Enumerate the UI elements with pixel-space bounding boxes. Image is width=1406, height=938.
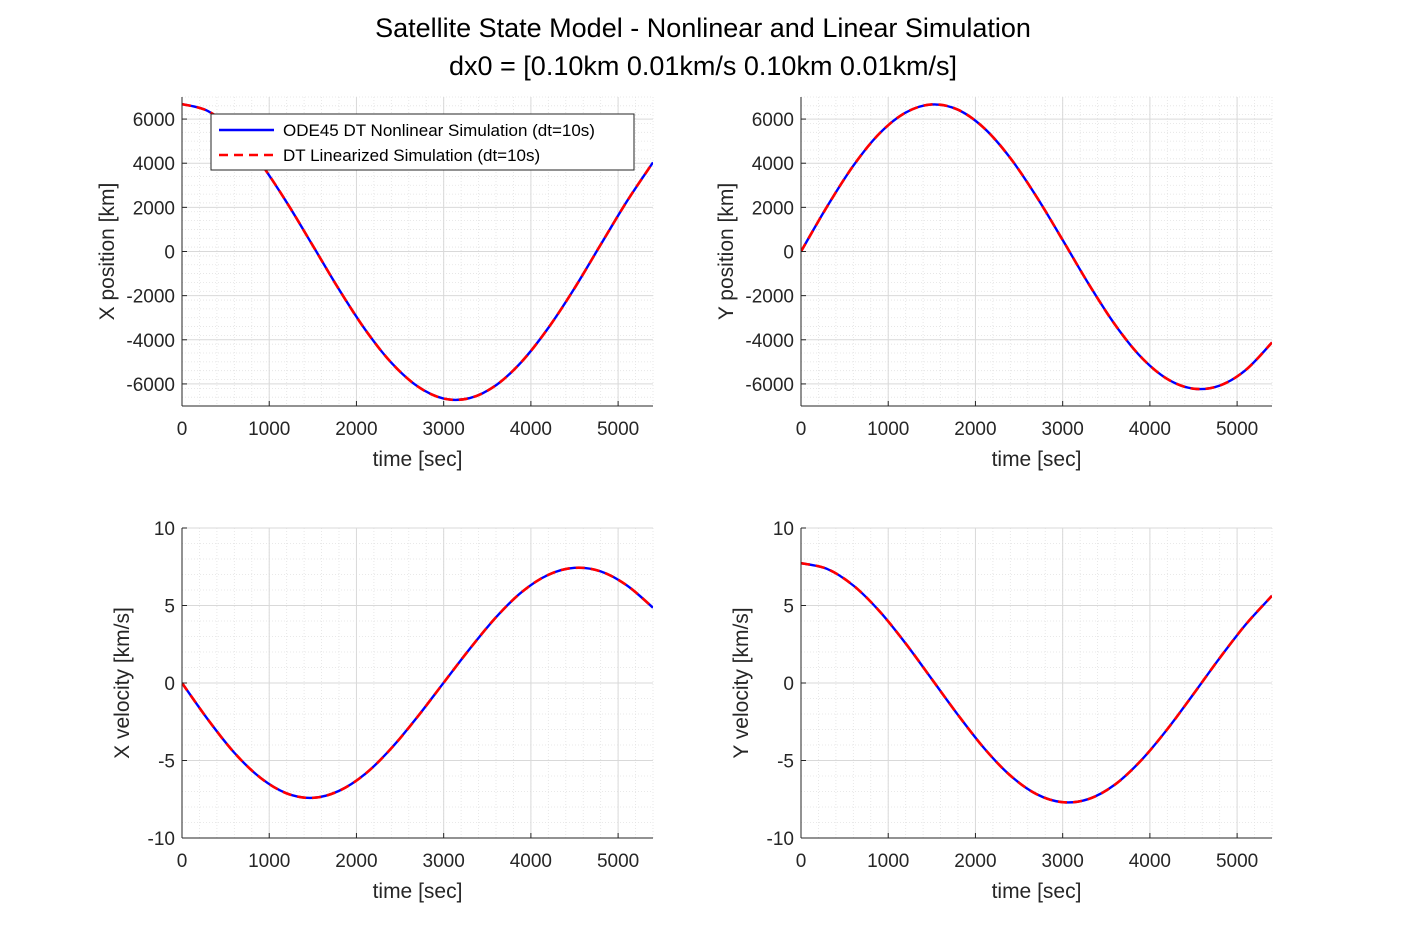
y-tick-label: 10 bbox=[154, 519, 175, 540]
y-axis-label: Y velocity [km/s] bbox=[730, 607, 753, 758]
y-axis-label: Y position [km] bbox=[715, 183, 738, 320]
y-tick-label: 2000 bbox=[752, 198, 794, 219]
y-tick-label: 10 bbox=[773, 519, 794, 540]
linearized-series-line bbox=[801, 561, 1272, 804]
y-tick-label: 4000 bbox=[752, 154, 794, 175]
x-axis-label: time [sec] bbox=[373, 880, 463, 903]
x-tick-label: 2000 bbox=[954, 419, 996, 440]
x-tick-label: 4000 bbox=[510, 419, 552, 440]
y-tick-label: 6000 bbox=[133, 110, 175, 131]
x-tick-label: 2000 bbox=[954, 851, 996, 872]
figure-subtitle: dx0 = [0.10km 0.01km/s 0.10km 0.01km/s] bbox=[449, 51, 957, 81]
figure-title: Satellite State Model - Nonlinear and Li… bbox=[375, 13, 1031, 43]
x-axis-label: time [sec] bbox=[992, 880, 1082, 903]
x-tick-label: 3000 bbox=[1042, 851, 1084, 872]
y-tick-label: 2000 bbox=[133, 198, 175, 219]
linearized-series-line bbox=[182, 102, 653, 402]
legend-entry-label: DT Linearized Simulation (dt=10s) bbox=[283, 146, 540, 165]
y-tick-label: 4000 bbox=[133, 154, 175, 175]
y-tick-label: -2000 bbox=[745, 287, 794, 308]
y-tick-label: 0 bbox=[783, 243, 794, 264]
x-tick-label: 1000 bbox=[248, 851, 290, 872]
x-tick-label: 4000 bbox=[510, 851, 552, 872]
x-tick-label: 4000 bbox=[1129, 419, 1171, 440]
x-tick-label: 1000 bbox=[248, 419, 290, 440]
y-tick-label: -6000 bbox=[126, 375, 175, 396]
y-tick-label: 0 bbox=[783, 674, 794, 695]
y-tick-label: -5 bbox=[158, 752, 175, 773]
x-tick-label: 3000 bbox=[423, 419, 465, 440]
y-axis-label: X position [km] bbox=[96, 183, 119, 321]
y-tick-label: -5 bbox=[777, 752, 794, 773]
linearized-series-line bbox=[801, 103, 1272, 391]
y-tick-label: -6000 bbox=[745, 375, 794, 396]
x-tick-label: 3000 bbox=[1042, 419, 1084, 440]
linearized-series-line bbox=[182, 566, 653, 800]
subplot-y-velocity: 0 1000 2000 3000 4000 5000 -10 -5 0 5 10 time [sec]… bbox=[730, 519, 1273, 903]
x-axis-label: time [sec] bbox=[373, 448, 463, 471]
y-tick-label: 5 bbox=[164, 597, 175, 618]
y-tick-label: 5 bbox=[783, 597, 794, 618]
subplot-x-velocity: 0 1000 2000 3000 4000 5000 -10 -5 0 5 10 time [sec]… bbox=[111, 519, 654, 903]
y-tick-label: -2000 bbox=[126, 287, 175, 308]
x-tick-label: 0 bbox=[796, 419, 807, 440]
legend: ODE45 DT Nonlinear Simulation (dt=10s) DT… bbox=[210, 113, 635, 171]
y-tick-label: 0 bbox=[164, 674, 175, 695]
legend-box bbox=[210, 113, 635, 171]
y-tick-label: -10 bbox=[767, 829, 794, 850]
subplot-x-position: 0 1000 2000 3000 4000 5000 -6000 -4000 -2000 0 200… bbox=[96, 96, 654, 471]
y-tick-label: 6000 bbox=[752, 110, 794, 131]
x-tick-label: 0 bbox=[177, 851, 188, 872]
x-tick-label: 2000 bbox=[335, 851, 377, 872]
x-tick-label: 5000 bbox=[597, 851, 639, 872]
x-tick-label: 5000 bbox=[1216, 419, 1258, 440]
x-tick-label: 3000 bbox=[423, 851, 465, 872]
x-tick-label: 0 bbox=[796, 851, 807, 872]
x-tick-label: 1000 bbox=[867, 419, 909, 440]
x-tick-label: 2000 bbox=[335, 419, 377, 440]
y-tick-label: 0 bbox=[164, 243, 175, 264]
legend-entry-label: ODE45 DT Nonlinear Simulation (dt=10s) bbox=[283, 121, 595, 140]
x-tick-label: 5000 bbox=[1216, 851, 1258, 872]
x-tick-label: 1000 bbox=[867, 851, 909, 872]
y-axis-label: X velocity [km/s] bbox=[111, 607, 134, 759]
y-tick-label: -10 bbox=[148, 829, 175, 850]
x-tick-label: 5000 bbox=[597, 419, 639, 440]
x-tick-label: 0 bbox=[177, 419, 188, 440]
x-axis-label: time [sec] bbox=[992, 448, 1082, 471]
y-tick-label: -4000 bbox=[126, 331, 175, 352]
subplot-y-position: 0 1000 2000 3000 4000 5000 -6000 -4000 -2000 0 200… bbox=[715, 96, 1273, 471]
y-tick-label: -4000 bbox=[745, 331, 794, 352]
x-tick-label: 4000 bbox=[1129, 851, 1171, 872]
